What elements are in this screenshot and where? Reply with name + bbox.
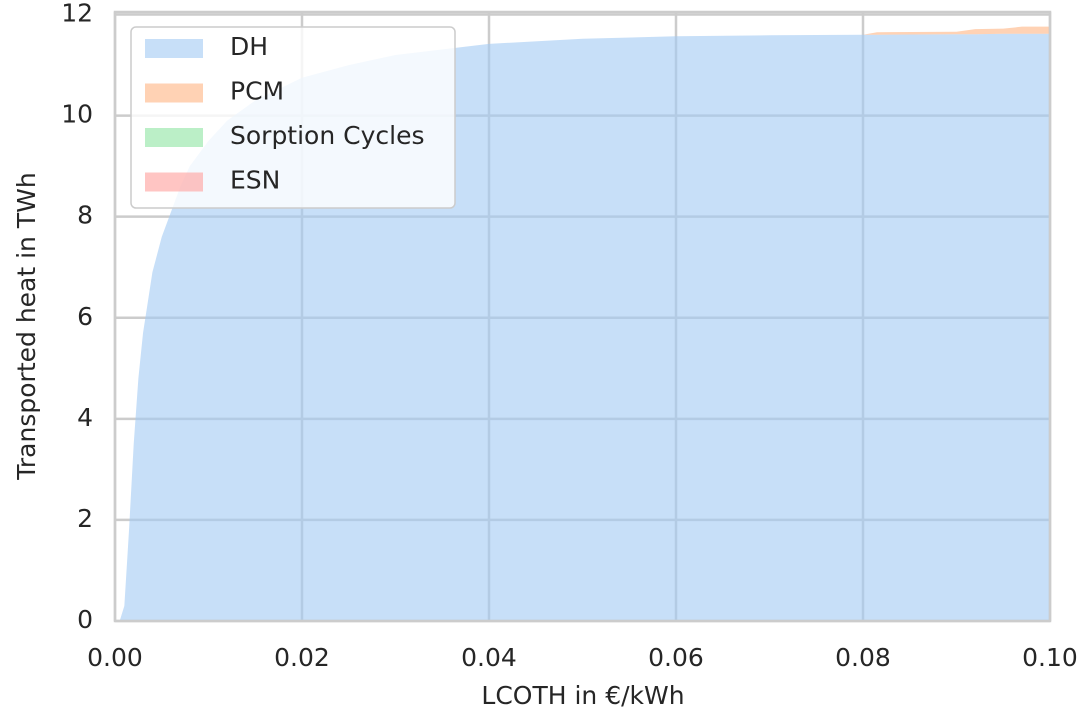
legend-label: PCM — [230, 77, 284, 106]
legend: DH PCM Sorption Cycles ESN — [130, 26, 456, 209]
legend-swatch — [145, 128, 203, 147]
x-tick-label: 0.04 — [461, 643, 517, 672]
y-tick-label: 0 — [77, 605, 93, 634]
legend-label: Sorption Cycles — [230, 121, 425, 150]
y-tick-label: 4 — [77, 403, 93, 432]
y-tick-label: 8 — [77, 201, 93, 230]
x-tick-label: 0.06 — [648, 643, 704, 672]
x-tick-label: 0.00 — [87, 643, 143, 672]
x-tick-label: 0.08 — [835, 643, 891, 672]
legend-swatch — [145, 83, 203, 103]
y-tick-label: 6 — [77, 302, 93, 331]
plot-frame — [113, 10, 1052, 623]
legend-label: ESN — [230, 166, 280, 195]
legend-swatch — [145, 172, 203, 192]
y-tick-label: 2 — [77, 504, 93, 533]
y-tick-label: 10 — [61, 100, 93, 129]
legend-swatch — [145, 39, 203, 58]
x-tick-label: 0.02 — [274, 643, 330, 672]
y-tick-label: 12 — [61, 0, 93, 28]
x-tick-label: 0.10 — [1022, 643, 1078, 672]
y-axis-label: Transported heat in TWh — [12, 172, 41, 480]
legend-label: DH — [230, 32, 268, 61]
x-axis-label: LCOTH in €/kWh — [481, 681, 684, 710]
legend-box — [130, 26, 456, 209]
